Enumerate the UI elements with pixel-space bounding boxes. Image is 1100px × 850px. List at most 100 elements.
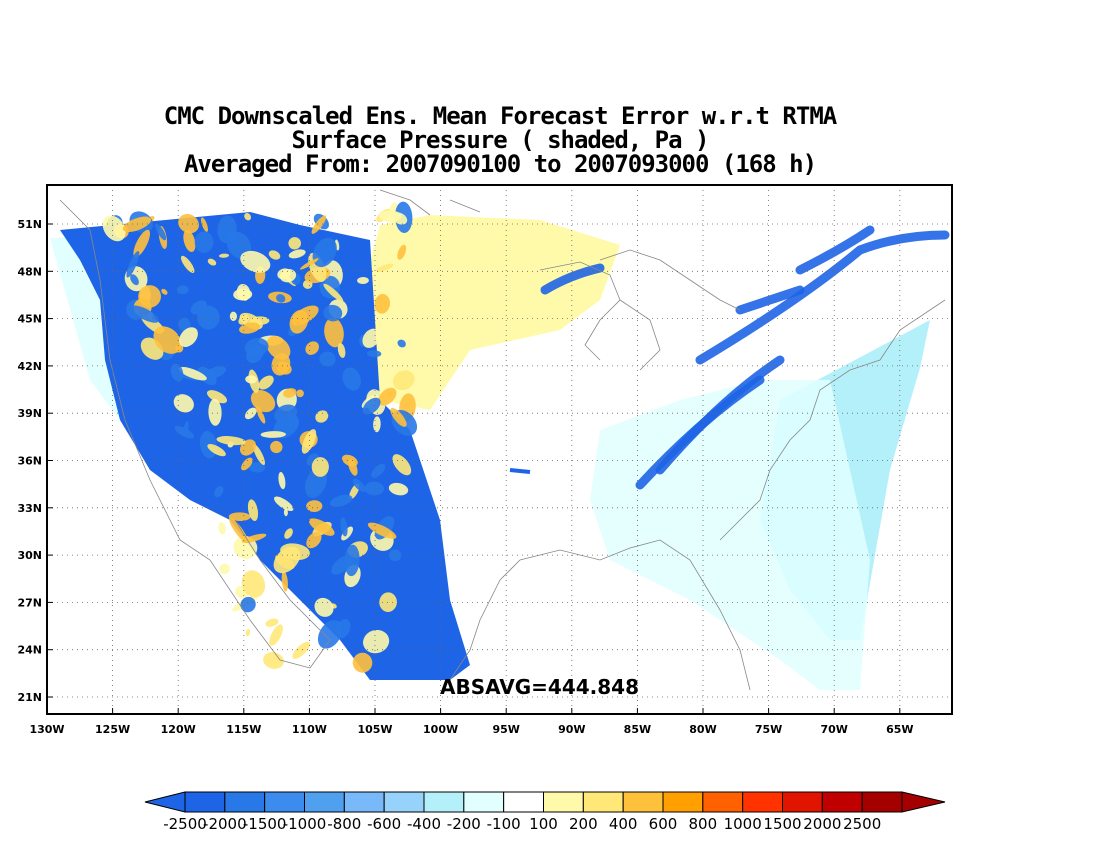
colorbar-label: 100 <box>529 815 558 833</box>
lat-tick-label: 27N <box>17 596 42 609</box>
terrain-patch <box>352 478 366 492</box>
colorbar-label: -1000 <box>283 815 327 833</box>
terrain-patch <box>173 394 194 413</box>
terrain-patch <box>170 363 184 382</box>
colorbar-label: -400 <box>407 815 441 833</box>
colorbar-swatch <box>503 791 544 813</box>
terrain-patch <box>258 375 274 390</box>
absavg-annotation: ABSAVG=444.848 <box>440 675 639 699</box>
terrain-patch <box>317 619 343 649</box>
terrain-patch <box>200 217 209 232</box>
axis-ticks: 130W 125W 120W 115W 110W 105W 100W 95W 90W 85W 80W… <box>17 218 913 736</box>
lat-tick-label: 33N <box>17 502 42 515</box>
lat-tick-label: 51N <box>17 218 42 231</box>
colorbar-swatch <box>383 791 425 813</box>
colorbar-label: 600 <box>649 815 678 833</box>
terrain-patch <box>392 370 415 391</box>
terrain-patch <box>283 388 297 398</box>
terrain-patch <box>178 213 199 234</box>
terrain-patch <box>309 518 335 536</box>
colorbar-swatch <box>782 791 823 813</box>
terrain-patch <box>362 328 380 348</box>
terrain-patch <box>240 250 271 273</box>
lat-tick-label: 21N <box>17 691 42 704</box>
lat-lon-grid <box>47 185 952 714</box>
terrain-patch <box>357 276 369 285</box>
colorbar-swatch <box>343 791 385 813</box>
title-line-1: CMC Downscaled Ens. Mean Forecast Error … <box>163 102 837 130</box>
terrain-patch <box>331 554 353 575</box>
terrain-patch <box>239 322 260 334</box>
lat-tick-label: 45N <box>17 313 42 326</box>
colorbar-right-arrow <box>901 791 946 813</box>
terrain-patch <box>133 229 151 258</box>
colorbar-swatch <box>702 791 744 813</box>
terrain-patch <box>178 317 191 332</box>
appalachian-band <box>540 263 605 295</box>
terrain-patch <box>288 237 301 250</box>
colorbar-swatch <box>463 791 505 813</box>
terrain-patch <box>197 305 220 330</box>
lon-tick-label: 120W <box>161 723 196 736</box>
terrain-patch <box>288 249 306 259</box>
colorbar-swatch <box>662 791 704 813</box>
terrain-patch <box>138 285 161 308</box>
colorbar-label: -600 <box>367 815 401 833</box>
terrain-patch <box>374 293 391 314</box>
colorbar-label: -2000 <box>203 815 247 833</box>
terrain-patch <box>270 440 283 454</box>
terrain-patch <box>194 231 214 253</box>
terrain-patch <box>268 250 281 260</box>
terrain-patch <box>155 223 167 241</box>
terrain-patch <box>278 471 286 490</box>
lon-tick-label: 110W <box>292 723 327 736</box>
colorbar-swatch <box>184 791 226 813</box>
terrain-patch <box>208 398 222 426</box>
terrain-patch <box>389 549 402 562</box>
terrain-patch <box>178 366 207 381</box>
terrain-patch <box>335 619 351 639</box>
terrain-patch <box>337 343 346 358</box>
lon-tick-label: 115W <box>226 723 261 736</box>
colorbar-swatch <box>622 791 664 813</box>
terrain-patch <box>371 463 386 478</box>
terrain-patch <box>263 652 284 669</box>
lon-tick-label: 85W <box>624 723 651 736</box>
terrain-patch <box>319 351 336 367</box>
terrain-patch <box>240 596 256 613</box>
colorbar-swatch <box>582 791 624 813</box>
coastline <box>449 539 751 691</box>
terrain-patch <box>388 482 409 496</box>
lon-tick-label: 80W <box>689 723 716 736</box>
colorbar-label: -2500 <box>163 815 207 833</box>
terrain-patch <box>207 444 226 457</box>
terrain-patch <box>292 641 311 659</box>
terrain-patch <box>299 258 319 270</box>
terrain-patch <box>244 337 269 357</box>
appalachian-band <box>695 230 950 365</box>
terrain-patch <box>229 311 238 321</box>
appalachian-bands <box>509 225 950 490</box>
terrain-patch <box>228 517 249 544</box>
terrain-patch <box>283 508 288 517</box>
colorbar-label: -800 <box>327 815 361 833</box>
terrain-patch <box>256 406 266 424</box>
terrain-patch <box>379 210 402 222</box>
terrain-patch <box>296 389 304 398</box>
terrain-patch <box>274 496 294 512</box>
lon-tick-label: 105W <box>357 723 392 736</box>
colorbar-swatch <box>742 791 784 813</box>
terrain-patch <box>176 285 189 295</box>
terrain-patch <box>291 305 319 326</box>
lat-tick-label: 24N <box>17 644 42 657</box>
terrain-patch <box>376 263 394 272</box>
coastline <box>619 299 661 371</box>
terrain-patch <box>244 407 257 420</box>
lon-tick-label: 70W <box>820 723 847 736</box>
terrain-patch <box>247 499 259 522</box>
terrain-patch <box>362 397 381 415</box>
terrain-patch <box>265 618 279 627</box>
terrain-patch <box>306 500 323 513</box>
terrain-patch <box>245 375 257 384</box>
colorbar-label: 800 <box>689 815 718 833</box>
